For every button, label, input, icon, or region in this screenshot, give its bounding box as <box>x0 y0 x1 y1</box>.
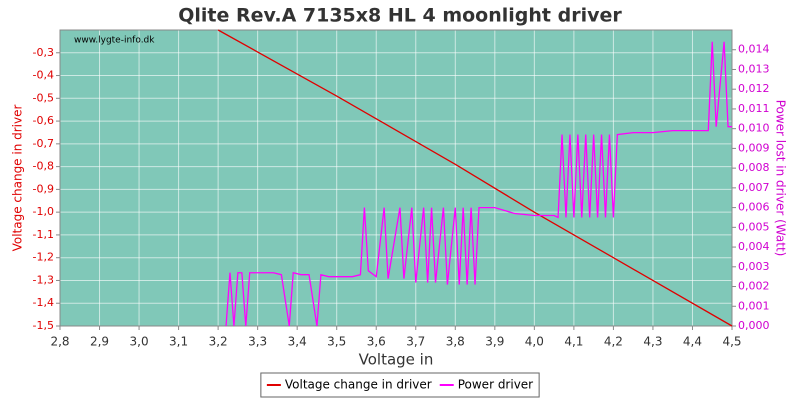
legend-label: Voltage change in driver <box>285 378 432 392</box>
y2-tick-label: 0,005 <box>738 220 770 233</box>
legend-box <box>260 372 540 398</box>
x-tick-label: 3,2 <box>209 335 228 349</box>
x-tick-label: 4,3 <box>643 335 662 349</box>
y-axis-title: Voltage change in driver <box>11 105 25 252</box>
y-tick-label: -1,1 <box>33 228 54 241</box>
y2-tick-label: 0,008 <box>738 161 770 174</box>
y2-axis-title: Power lost in driver (Watt) <box>774 100 788 257</box>
y-tick-label: -0,5 <box>33 91 54 104</box>
y2-tick-label: 0,007 <box>738 181 770 194</box>
x-tick-label: 4,2 <box>604 335 623 349</box>
y-tick-label: -0,4 <box>33 69 54 82</box>
y-tick-label: -0,9 <box>33 182 54 195</box>
y2-tick-label: 0,004 <box>738 240 770 253</box>
x-tick-label: 3,9 <box>485 335 504 349</box>
watermark: www.lygte-info.dk <box>74 36 155 46</box>
x-tick-label: 3,3 <box>248 335 267 349</box>
plot-border <box>59 29 733 327</box>
data-line <box>225 41 732 327</box>
chart-title: Qlite Rev.A 7135x8 HL 4 moonlight driver <box>178 5 622 27</box>
y2-tick-label: 0,000 <box>738 319 770 332</box>
y-tick-label: -0,7 <box>33 137 54 150</box>
x-tick-label: 4,4 <box>683 335 702 349</box>
x-tick-label: 3,6 <box>367 335 386 349</box>
x-tick-label: 4,5 <box>722 335 741 349</box>
y-tick-label: -0,6 <box>33 114 54 127</box>
legend-label: Power driver <box>458 378 533 392</box>
y-tick-label: -1,3 <box>33 273 54 286</box>
y2-tick-label: 0,002 <box>738 280 770 293</box>
y-tick-label: -1,5 <box>33 319 54 332</box>
y-tick-label: -1,4 <box>33 296 54 309</box>
x-tick-label: 3,0 <box>130 335 149 349</box>
y2-tick-label: 0,011 <box>738 102 770 115</box>
legend: Voltage change in driver Power driver <box>260 372 540 398</box>
x-tick-label: 3,4 <box>288 335 307 349</box>
x-tick-label: 2,8 <box>50 335 69 349</box>
y2-tick-label: 0,003 <box>738 260 770 273</box>
y-tick-label: -1,2 <box>33 251 54 264</box>
x-tick-label: 4,0 <box>525 335 544 349</box>
y-tick-label: -1,0 <box>33 205 54 218</box>
y-tick-label: -0,3 <box>33 46 54 59</box>
x-tick-label: 4,1 <box>564 335 583 349</box>
x-axis-title: Voltage in <box>359 351 434 369</box>
data-line <box>217 29 733 327</box>
plot-area <box>60 30 732 326</box>
y-tick-label: -0,8 <box>33 160 54 173</box>
y2-tick-label: 0,014 <box>738 43 770 56</box>
x-tick-label: 3,7 <box>406 335 425 349</box>
y2-tick-label: 0,001 <box>738 299 770 312</box>
y2-tick-label: 0,009 <box>738 141 770 154</box>
y2-tick-label: 0,012 <box>738 82 770 95</box>
y2-tick-label: 0,010 <box>738 122 770 135</box>
x-tick-label: 3,5 <box>327 335 346 349</box>
x-tick-label: 3,8 <box>446 335 465 349</box>
y2-tick-label: 0,013 <box>738 62 770 75</box>
y2-tick-label: 0,006 <box>738 201 770 214</box>
x-tick-label: 2,9 <box>90 335 109 349</box>
x-tick-label: 3,1 <box>169 335 188 349</box>
